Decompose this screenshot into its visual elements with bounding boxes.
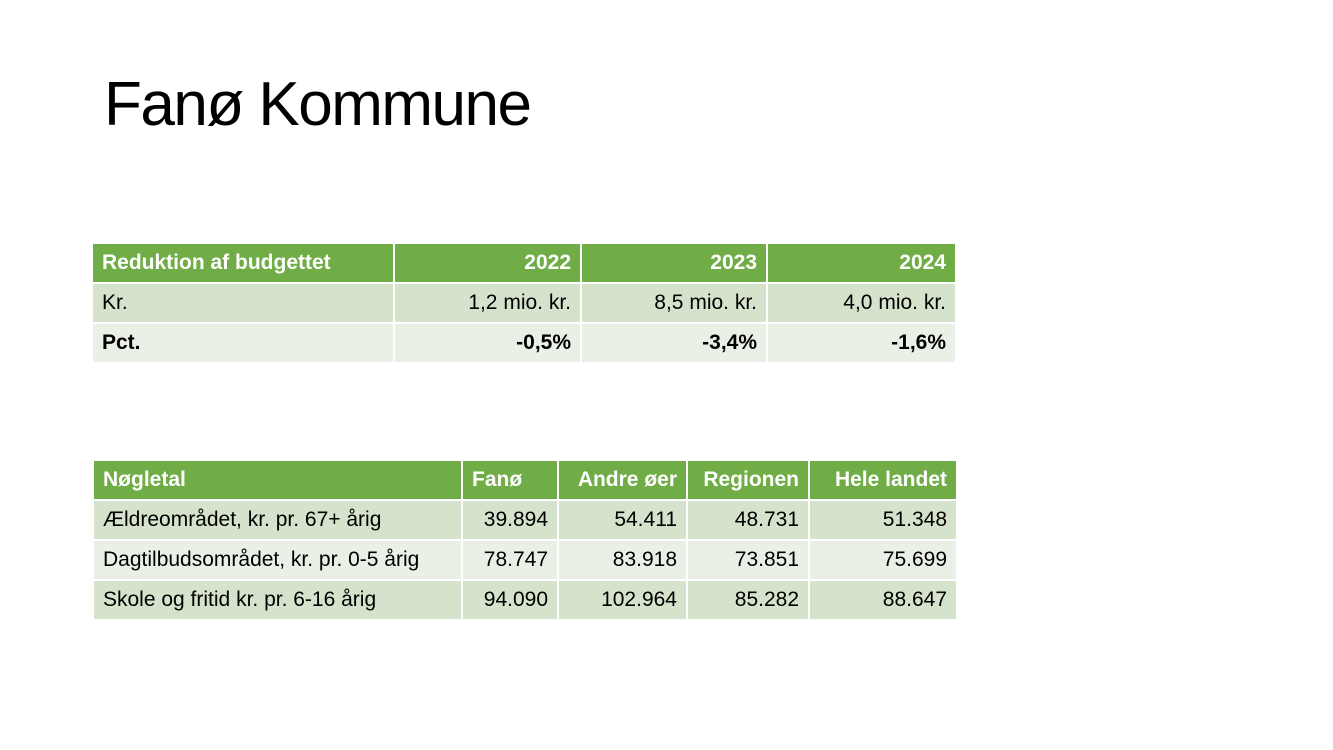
table-cell: 83.918 xyxy=(557,539,688,581)
table-cell: 8,5 mio. kr. xyxy=(580,282,768,324)
header-cell: Nøgletal xyxy=(92,459,463,501)
table-cell: 88.647 xyxy=(808,579,958,621)
table-cell: -0,5% xyxy=(393,322,582,364)
table-cell: 48.731 xyxy=(686,499,810,541)
header-cell: Andre øer xyxy=(557,459,688,501)
table-cell: 73.851 xyxy=(686,539,810,581)
table-header-row: Reduktion af budgettet 2022 2023 2024 xyxy=(91,242,957,284)
row-label: Dagtilbudsområdet, kr. pr. 0-5 årig xyxy=(92,539,463,581)
table-row: Ældreområdet, kr. pr. 67+ årig 39.894 54… xyxy=(92,499,958,541)
slide-title: Fanø Kommune xyxy=(104,70,532,139)
row-label: Pct. xyxy=(91,322,395,364)
table-cell: 78.747 xyxy=(461,539,559,581)
table-cell: 4,0 mio. kr. xyxy=(766,282,957,324)
budget-reduction-table: Reduktion af budgettet 2022 2023 2024 Kr… xyxy=(91,242,957,364)
header-cell: Hele landet xyxy=(808,459,958,501)
table-cell: 94.090 xyxy=(461,579,559,621)
row-label: Kr. xyxy=(91,282,395,324)
table-cell: 54.411 xyxy=(557,499,688,541)
table-row: Pct. -0,5% -3,4% -1,6% xyxy=(91,322,957,364)
key-figures-table: Nøgletal Fanø Andre øer Regionen Hele la… xyxy=(92,459,958,621)
table-cell: 102.964 xyxy=(557,579,688,621)
table-header-row: Nøgletal Fanø Andre øer Regionen Hele la… xyxy=(92,459,958,501)
table-cell: 85.282 xyxy=(686,579,810,621)
header-cell: 2024 xyxy=(766,242,957,284)
table-cell: 1,2 mio. kr. xyxy=(393,282,582,324)
header-cell: Regionen xyxy=(686,459,810,501)
row-label: Skole og fritid kr. pr. 6-16 årig xyxy=(92,579,463,621)
table-row: Dagtilbudsområdet, kr. pr. 0-5 årig 78.7… xyxy=(92,539,958,581)
header-cell: 2022 xyxy=(393,242,582,284)
header-cell: 2023 xyxy=(580,242,768,284)
table-cell: 51.348 xyxy=(808,499,958,541)
table-cell: 39.894 xyxy=(461,499,559,541)
row-label: Ældreområdet, kr. pr. 67+ årig xyxy=(92,499,463,541)
table-cell: -3,4% xyxy=(580,322,768,364)
table-cell: 75.699 xyxy=(808,539,958,581)
table-row: Skole og fritid kr. pr. 6-16 årig 94.090… xyxy=(92,579,958,621)
header-cell: Reduktion af budgettet xyxy=(91,242,395,284)
header-cell: Fanø xyxy=(461,459,559,501)
table-cell: -1,6% xyxy=(766,322,957,364)
table-row: Kr. 1,2 mio. kr. 8,5 mio. kr. 4,0 mio. k… xyxy=(91,282,957,324)
